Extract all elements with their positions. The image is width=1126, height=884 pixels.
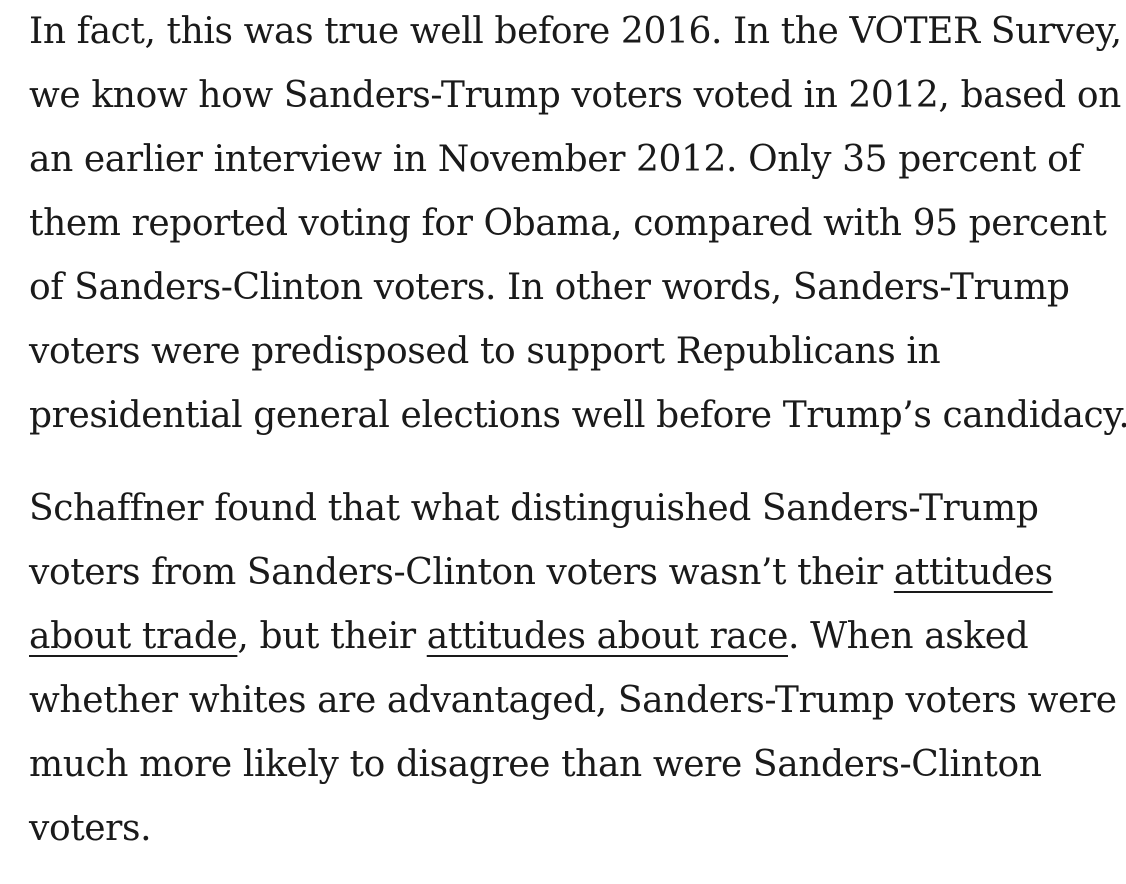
text-line: Schaffner found that what distinguished …: [29, 488, 1039, 529]
text-line: an earlier interview in November 2012. O…: [29, 139, 1082, 180]
text-line: voters from Sanders-Clinton voters wasn’…: [29, 541, 1119, 605]
text-line: whether whites are advantaged, Sanders-T…: [29, 680, 1117, 721]
text-line: about trade, but their attitudes about r…: [29, 605, 1119, 669]
article-body: In fact, this was true well before 2016.…: [29, 0, 1126, 861]
text-line: much more likely to disagree than were S…: [29, 744, 1042, 785]
text-segment: , but their: [237, 616, 427, 657]
paragraph-voting-history: In fact, this was true well before 2016.…: [29, 0, 1126, 448]
paragraph-schaffner-findings: Schaffner found that what distinguished …: [29, 477, 1119, 861]
text-line: of Sanders-Clinton voters. In other word…: [29, 267, 1070, 308]
text-segment: voters from Sanders-Clinton voters wasn’…: [29, 552, 894, 593]
text-line: voters.: [29, 808, 152, 849]
text-line: them reported voting for Obama, compared…: [29, 203, 1107, 244]
text-line: presidential general elections well befo…: [29, 395, 1126, 436]
text-segment: . When asked: [787, 616, 1029, 657]
text-line: In fact, this was true well before 2016.…: [29, 11, 1122, 52]
attitudes-about-trade-link-continued[interactable]: about trade: [29, 616, 238, 657]
attitudes-about-race-link[interactable]: attitudes about race: [426, 616, 789, 657]
text-line: voters were predisposed to support Repub…: [29, 331, 941, 372]
text-line: we know how Sanders-Trump voters voted i…: [29, 75, 1121, 116]
attitudes-about-trade-link[interactable]: attitudes: [893, 552, 1053, 593]
